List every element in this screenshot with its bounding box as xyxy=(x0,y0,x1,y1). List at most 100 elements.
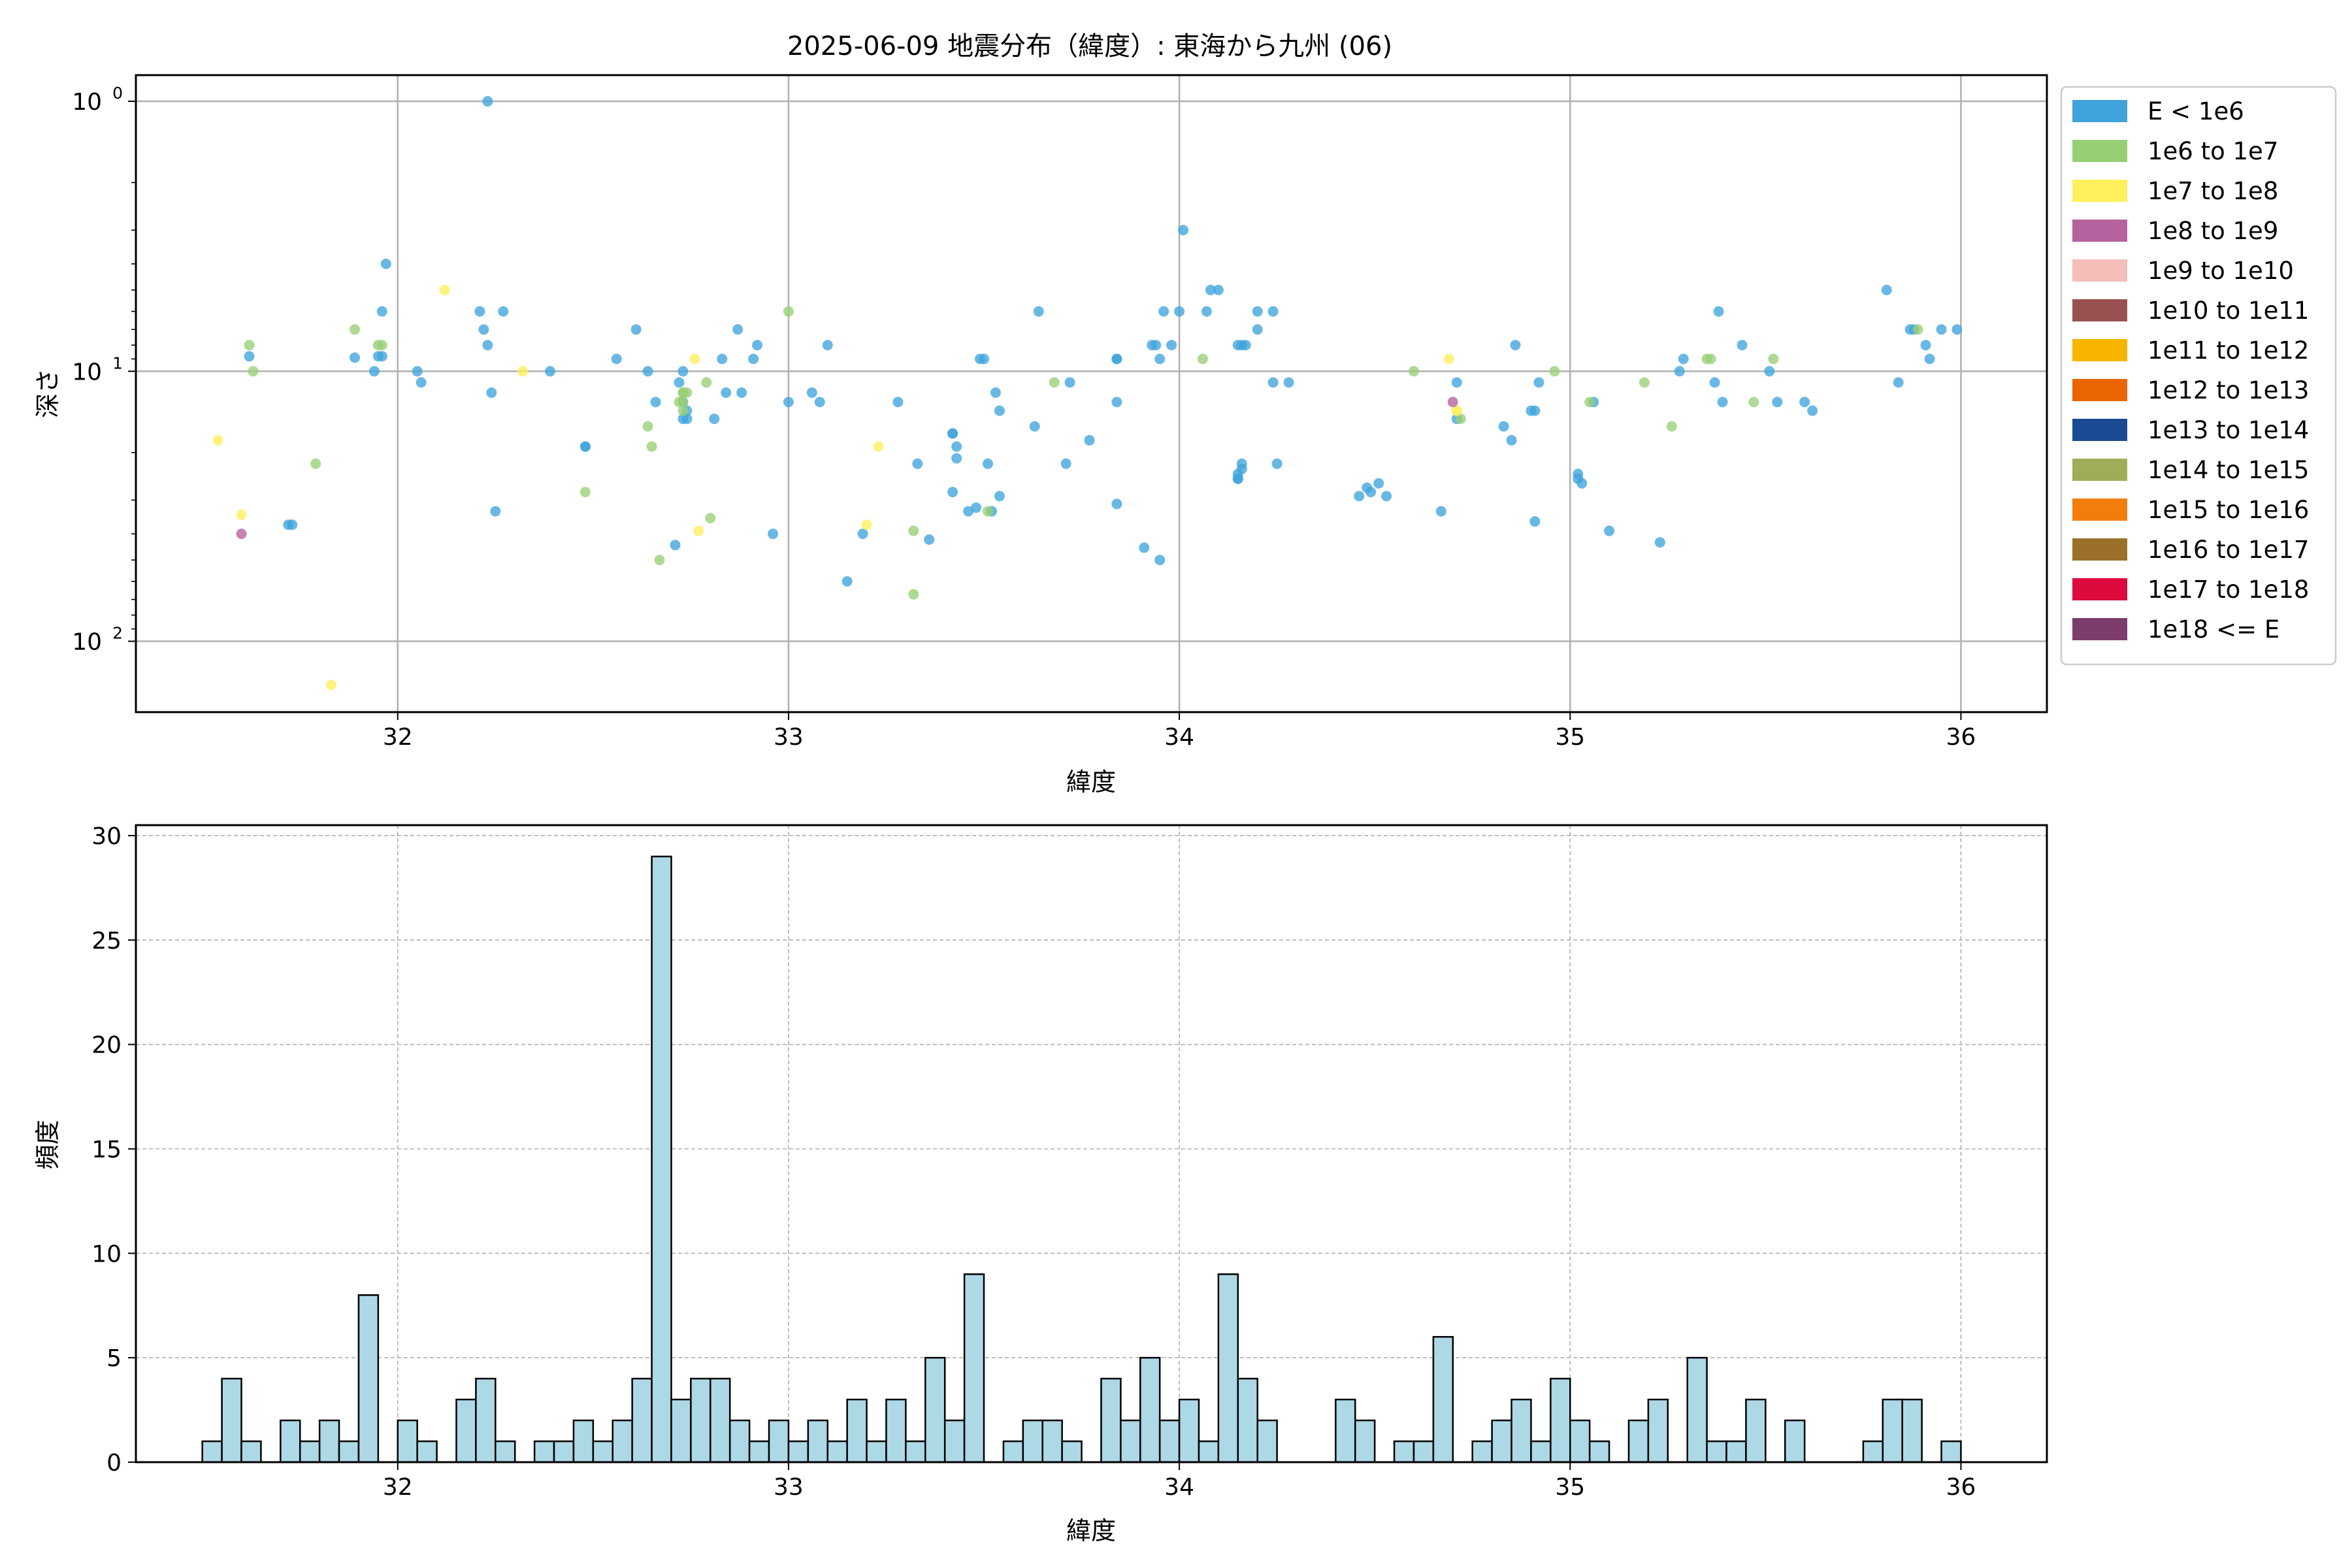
scatter-point xyxy=(971,502,982,514)
scatter-point xyxy=(1506,434,1517,446)
scatter-point xyxy=(1111,498,1122,510)
scatter-point xyxy=(654,555,665,566)
scatter-point xyxy=(236,529,247,540)
legend-label: 1e12 to 1e13 xyxy=(2148,376,2309,404)
scatter-point xyxy=(1365,487,1377,498)
histogram-bar xyxy=(1002,1440,1024,1463)
scatter-point xyxy=(1232,473,1243,484)
scatter-point xyxy=(611,353,622,365)
histogram-bar xyxy=(1061,1440,1083,1463)
scatter-point xyxy=(752,340,763,351)
histogram-bar xyxy=(885,1398,907,1463)
histogram-bar xyxy=(1139,1356,1161,1463)
scatter-point xyxy=(1772,397,1783,408)
histogram-bar xyxy=(690,1377,711,1463)
scatter-point xyxy=(1666,421,1677,432)
scatter-point xyxy=(1111,353,1122,365)
histogram-y-tick-label: 25 xyxy=(91,928,122,955)
histogram-bar xyxy=(1393,1440,1415,1463)
scatter-point xyxy=(517,366,529,377)
scatter-point xyxy=(736,387,747,399)
scatter-point xyxy=(545,366,556,377)
histogram-bar xyxy=(1862,1440,1884,1463)
histogram-bar xyxy=(1432,1335,1454,1463)
scatter-point xyxy=(990,387,1001,399)
scatter-point xyxy=(1451,405,1462,416)
scatter-point xyxy=(498,306,509,317)
scatter-point xyxy=(1178,225,1189,236)
histogram-bar xyxy=(866,1440,887,1463)
scatter-point xyxy=(994,405,1005,416)
histogram-bar xyxy=(1725,1440,1747,1463)
scatter-point xyxy=(963,506,974,517)
histogram-bar xyxy=(612,1419,633,1463)
legend: E < 1e6 1e6 to 1e7 1e7 to 1e8 1e8 to 1e9 1e9… xyxy=(2060,86,2337,666)
scatter-grid xyxy=(136,75,2047,712)
legend-swatch xyxy=(2072,538,2127,561)
legend-swatch xyxy=(2072,379,2127,401)
histogram-bar xyxy=(924,1356,946,1463)
histogram-y-tick-label: 5 xyxy=(106,1345,122,1372)
scatter-point xyxy=(642,421,653,432)
histogram-bar xyxy=(338,1440,360,1463)
histogram-bar xyxy=(1745,1398,1767,1463)
scatter-y-tick-exponent: 0 xyxy=(112,84,123,103)
scatter-point xyxy=(689,353,700,365)
legend-label: 1e9 to 1e10 xyxy=(2148,257,2294,285)
scatter-point xyxy=(412,366,423,377)
scatter-y-tick-exponent: 2 xyxy=(112,624,123,643)
scatter-points xyxy=(212,96,1963,691)
legend-swatch xyxy=(2072,100,2127,122)
scatter-point xyxy=(1252,324,1263,335)
legend-swatch xyxy=(2072,180,2127,202)
scatter-point xyxy=(1381,491,1392,502)
histogram-bar xyxy=(475,1377,497,1463)
scatter-point xyxy=(1205,284,1216,295)
scatter-x-tick-label: 35 xyxy=(1555,724,1585,751)
legend-swatch xyxy=(2072,459,2127,481)
scatter-y-tick-label: 10 xyxy=(72,359,102,385)
scatter-point xyxy=(678,397,689,408)
scatter-point xyxy=(1064,377,1075,388)
scatter-point xyxy=(1498,421,1509,432)
scatter-point xyxy=(310,458,321,469)
scatter-point xyxy=(630,324,642,335)
histogram-bar xyxy=(1100,1377,1122,1463)
scatter-point xyxy=(1529,405,1541,416)
histogram-bar xyxy=(533,1440,555,1463)
scatter-point xyxy=(1240,340,1251,351)
scatter-point xyxy=(287,519,298,531)
scatter-point xyxy=(416,377,427,388)
histogram-x-tick-label: 33 xyxy=(774,1474,804,1501)
scatter-y-tick-label: 10 xyxy=(72,89,102,116)
histogram-bar xyxy=(397,1419,418,1463)
scatter-point xyxy=(1549,366,1560,377)
histogram-bar xyxy=(1491,1419,1512,1463)
scatter-point xyxy=(783,306,794,317)
histogram-bar xyxy=(1569,1419,1591,1463)
histogram-bar xyxy=(455,1398,477,1463)
histogram-bar xyxy=(357,1294,380,1463)
legend-swatch xyxy=(2072,259,2127,282)
scatter-point xyxy=(701,377,712,388)
histogram-bar xyxy=(1198,1440,1220,1463)
histogram-bar xyxy=(728,1419,751,1463)
legend-label: 1e8 to 1e9 xyxy=(2148,217,2278,245)
scatter-y-axis-label: 深さ xyxy=(33,368,62,418)
scatter-point xyxy=(478,324,489,335)
scatter-point xyxy=(248,366,259,377)
scatter-point xyxy=(1709,377,1720,388)
scatter-point xyxy=(244,351,255,362)
legend-label: 1e16 to 1e17 xyxy=(2148,536,2309,564)
scatter-point xyxy=(857,529,868,540)
scatter-x-tick-label: 36 xyxy=(1946,724,1976,751)
histogram-x-axis-label: 緯度 xyxy=(1066,1516,1116,1545)
scatter-point xyxy=(1158,306,1169,317)
scatter-point xyxy=(951,441,962,452)
histogram-bar xyxy=(846,1398,868,1463)
histogram-bar xyxy=(1022,1419,1043,1463)
histogram-bar xyxy=(905,1440,926,1463)
scatter-point xyxy=(678,387,689,399)
scatter-point xyxy=(1084,434,1095,446)
